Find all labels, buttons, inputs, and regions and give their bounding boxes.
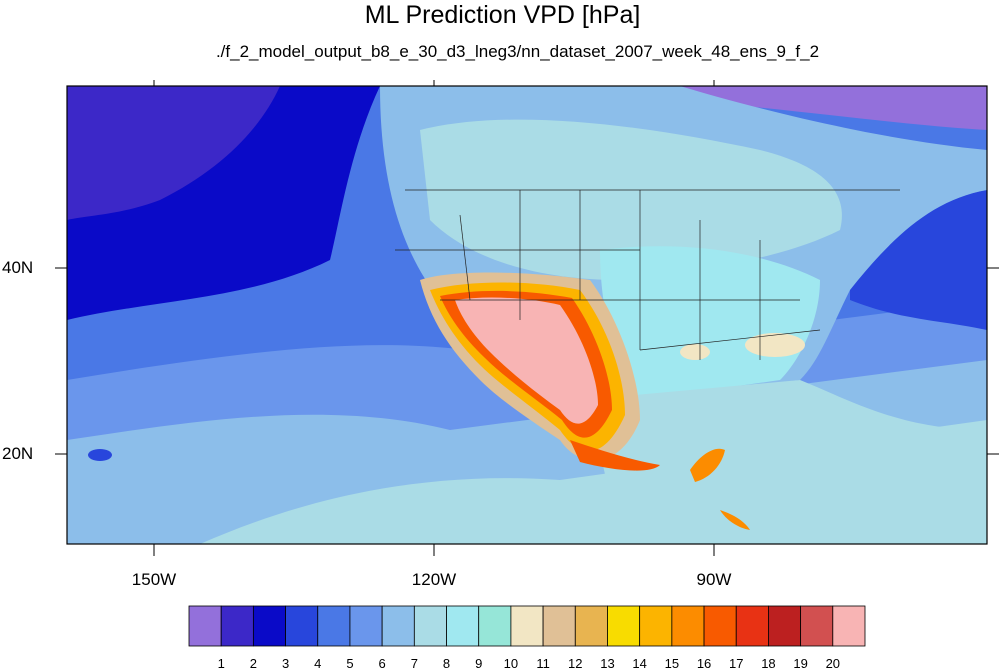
colorbar-label: 20 <box>825 656 841 671</box>
colorbar-label: 12 <box>568 656 583 671</box>
colorbar-label: 15 <box>664 656 680 671</box>
axis-ticks <box>55 80 999 556</box>
colorbar-swatch <box>317 605 351 647</box>
colorbar-label: 10 <box>503 656 519 671</box>
map-title: ML Prediction VPD [hPa] <box>364 1 641 29</box>
colorbar-swatch <box>832 605 866 647</box>
colorbar-swatch <box>768 605 802 647</box>
colorbar-label: 11 <box>536 656 550 671</box>
colorbar-label: 8 <box>442 656 451 671</box>
lon-label-120w: 120W <box>411 570 457 589</box>
colorbar-label: 19 <box>793 656 808 671</box>
lon-label-90w: 90W <box>696 570 732 589</box>
colorbar-label: 3 <box>281 656 290 671</box>
colorbar-swatch <box>607 605 641 647</box>
colorbar-label: 6 <box>378 656 386 671</box>
colorbar-label: 7 <box>410 656 418 671</box>
lon-label-150w: 150W <box>131 570 177 589</box>
colorbar <box>188 605 866 647</box>
colorbar-swatch <box>639 605 673 647</box>
colorbar-swatch <box>285 605 319 647</box>
colorbar-swatch <box>735 605 769 647</box>
colorbar-swatch <box>703 605 737 647</box>
state-borders <box>395 189 900 360</box>
map-subtitle: ./f_2_model_output_b8_e_30_d3_lneg3/nn_d… <box>215 42 820 61</box>
colorbar-label: 14 <box>632 656 647 671</box>
colorbar-swatch <box>800 605 834 647</box>
lat-label-40n: 40N <box>2 258 34 277</box>
colorbar-swatch <box>574 605 608 647</box>
colorbar-swatch <box>510 605 544 647</box>
colorbar-label: 5 <box>346 656 354 671</box>
colorbar-label: 17 <box>729 656 744 671</box>
colorbar-swatch <box>349 605 383 647</box>
colorbar-label: 4 <box>314 656 322 671</box>
colorbar-label: 9 <box>475 656 483 671</box>
map-field <box>67 86 987 544</box>
colorbar-label: 16 <box>696 656 712 671</box>
colorbar-swatch <box>446 605 480 647</box>
colorbar-label: 18 <box>761 656 776 671</box>
colorbar-swatch <box>478 605 512 647</box>
colorbar-swatch <box>381 605 415 647</box>
lat-label-20n: 20N <box>2 444 34 463</box>
colorbar-label: 1 <box>217 656 225 671</box>
colorbar-swatch <box>542 605 576 647</box>
colorbar-swatch <box>188 605 222 647</box>
colorbar-swatch <box>220 605 254 647</box>
colorbar-label: 13 <box>600 656 615 671</box>
colorbar-swatch <box>413 605 447 647</box>
colorbar-swatch <box>252 605 286 647</box>
colorbar-swatch <box>671 605 705 647</box>
colorbar-label: 2 <box>249 656 257 671</box>
